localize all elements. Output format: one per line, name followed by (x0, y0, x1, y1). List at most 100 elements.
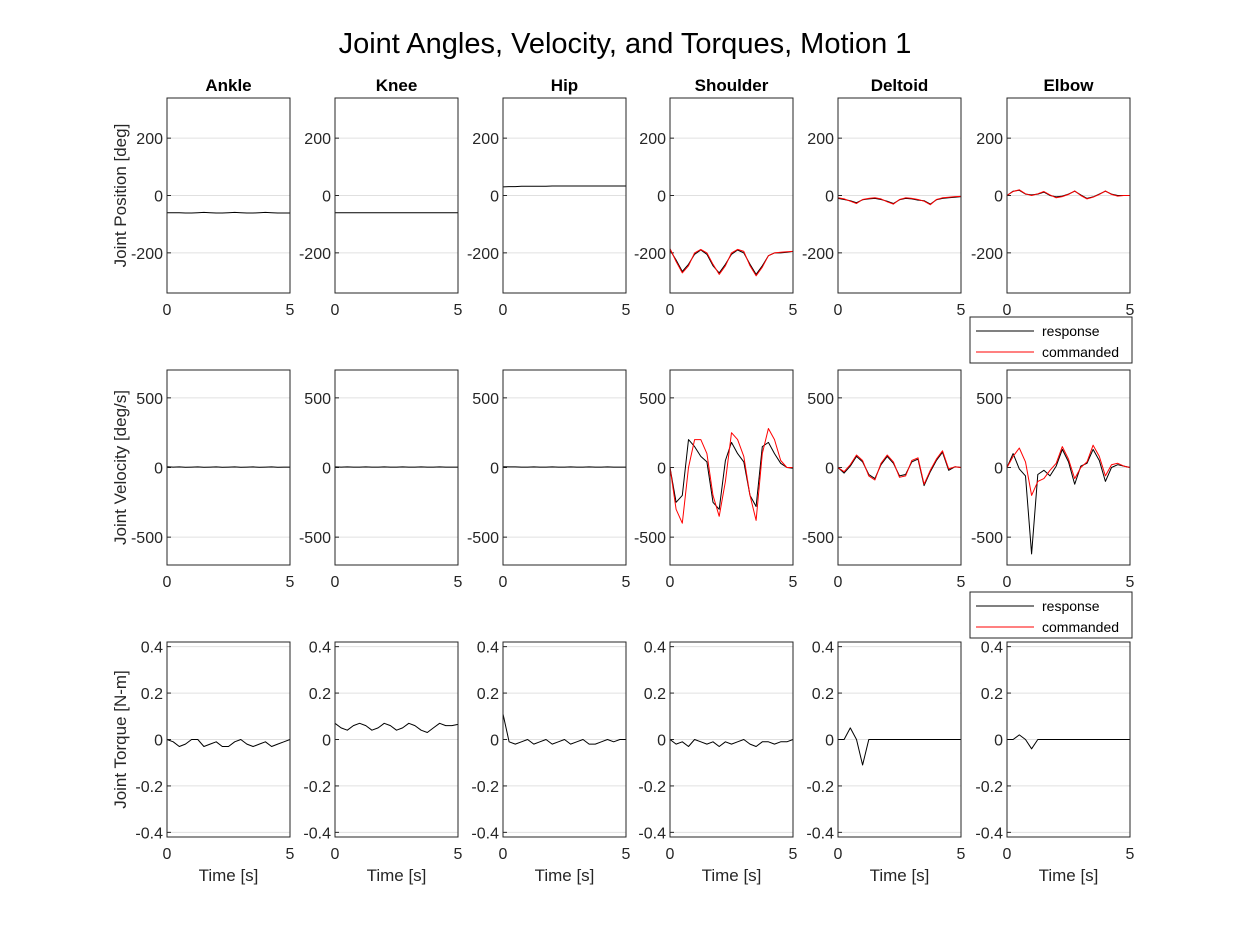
x-axis-label: Time [s] (535, 866, 595, 885)
y-tick-label: 0.2 (981, 686, 1003, 703)
series-line-commanded (837, 450, 962, 485)
axes-box (166, 641, 291, 838)
axes-box (334, 369, 459, 566)
series-line-response (669, 739, 794, 747)
y-tick-label: 0 (825, 461, 834, 478)
axes-box (502, 97, 627, 294)
panel-joint-position-deg-deltoid: Deltoid -200 0 200 0 5 (802, 76, 966, 319)
y-tick-label: 0 (657, 189, 666, 206)
x-tick-label: 0 (1003, 574, 1012, 591)
series-line-response (166, 739, 291, 747)
series-line-response (1007, 734, 1130, 750)
x-tick-label: 0 (834, 302, 843, 319)
x-tick-label: 5 (454, 302, 463, 319)
panel-joint-position-deg-ankle: Ankle -200 0 200 0 5 (131, 76, 295, 319)
axes-box (1006, 97, 1131, 294)
y-tick-label: 200 (807, 131, 834, 148)
y-tick-label: -200 (467, 246, 499, 263)
axes-box (669, 641, 794, 838)
panel-joint-torque-n-m-ankle: -0.4 -0.2 0 0.2 0.4 0 5 Time [s] (135, 640, 294, 885)
x-axis-label: Time [s] (702, 866, 762, 885)
legend-label-commanded: commanded (1042, 619, 1119, 635)
axes-box (166, 369, 291, 566)
series-line-response (669, 439, 794, 510)
x-tick-label: 5 (957, 574, 966, 591)
y-tick-label: 0 (490, 189, 499, 206)
series-line-commanded (669, 248, 794, 277)
y-tick-label: -0.2 (471, 779, 499, 796)
y-tick-label: 0 (154, 189, 163, 206)
legend-label-commanded: commanded (1042, 344, 1119, 360)
x-tick-label: 5 (622, 302, 631, 319)
x-tick-label: 5 (957, 846, 966, 863)
row-ylabel-0: Joint Position [deg] (111, 124, 130, 268)
y-tick-label: 0.2 (477, 686, 499, 703)
y-tick-label: 0.2 (812, 686, 834, 703)
x-tick-label: 0 (834, 574, 843, 591)
column-title-elbow: Elbow (1043, 76, 1094, 95)
y-tick-label: 0.4 (477, 640, 499, 657)
y-tick-label: -0.4 (471, 825, 499, 842)
x-tick-label: 5 (1126, 302, 1135, 319)
legend-1: response commanded (969, 316, 1133, 364)
y-tick-label: 0.4 (812, 640, 834, 657)
y-tick-label: 0 (154, 733, 163, 750)
y-tick-label: -0.2 (975, 779, 1003, 796)
y-tick-label: -0.2 (806, 779, 834, 796)
y-tick-label: 0.2 (141, 686, 163, 703)
axes-box (334, 641, 459, 838)
series-line-commanded (1006, 444, 1131, 496)
y-tick-label: 0 (994, 733, 1003, 750)
axes-box (502, 641, 627, 838)
series-line-commanded (1006, 189, 1130, 200)
panel-joint-velocity-deg-s-ankle: -500 0 500 0 5 (131, 369, 295, 591)
plot-grid: Joint Position [deg] Ankle -200 0 200 0 5 Knee -… (111, 76, 1135, 885)
x-tick-label: 0 (666, 302, 675, 319)
panel-joint-torque-n-m-elbow: -0.4 -0.2 0 0.2 0.4 0 5 Time [s] (975, 640, 1134, 885)
y-tick-label: -0.4 (135, 825, 163, 842)
series-line-response (837, 451, 962, 487)
x-tick-label: 0 (163, 574, 172, 591)
axes-box (837, 97, 962, 294)
series-line-response (334, 722, 459, 733)
y-tick-label: 0 (322, 189, 331, 206)
axes-box (334, 97, 459, 294)
y-tick-label: 0 (825, 189, 834, 206)
y-tick-label: -0.4 (975, 825, 1003, 842)
y-tick-label: 0.4 (644, 640, 666, 657)
y-tick-label: 200 (136, 131, 163, 148)
x-axis-label: Time [s] (367, 866, 427, 885)
x-tick-label: 0 (499, 302, 508, 319)
x-tick-label: 5 (454, 574, 463, 591)
axes-box (669, 369, 794, 566)
series-line-commanded (669, 428, 793, 524)
panel-joint-position-deg-knee: Knee -200 0 200 0 5 (299, 76, 463, 319)
column-title-deltoid: Deltoid (871, 76, 929, 95)
panel-joint-velocity-deg-s-elbow: -500 0 500 0 5 (971, 369, 1135, 591)
y-tick-label: -200 (634, 246, 666, 263)
y-tick-label: 200 (472, 131, 499, 148)
series-line-response (1006, 448, 1131, 555)
axes-box (1006, 641, 1131, 838)
y-tick-label: 0.2 (644, 686, 666, 703)
axes-box (1006, 369, 1131, 566)
y-tick-label: 0 (322, 733, 331, 750)
x-axis-label: Time [s] (1039, 866, 1099, 885)
x-tick-label: 5 (1126, 846, 1135, 863)
panel-joint-velocity-deg-s-knee: -500 0 500 0 5 (299, 369, 463, 591)
figure-title: Joint Angles, Velocity, and Torques, Mot… (339, 28, 912, 60)
column-title-knee: Knee (376, 76, 418, 95)
panel-joint-velocity-deg-s-shoulder: -500 0 500 0 5 (634, 369, 798, 591)
panel-joint-torque-n-m-shoulder: -0.4 -0.2 0 0.2 0.4 0 5 Time [s] (638, 640, 797, 885)
y-tick-label: -200 (802, 246, 834, 263)
x-tick-label: 0 (666, 846, 675, 863)
y-tick-label: 0 (154, 461, 163, 478)
y-tick-label: 0 (994, 461, 1003, 478)
x-tick-label: 5 (454, 846, 463, 863)
y-tick-label: -500 (467, 530, 499, 547)
x-tick-label: 0 (163, 846, 172, 863)
x-tick-label: 5 (789, 846, 798, 863)
y-tick-label: 0 (657, 733, 666, 750)
axes-box (837, 641, 962, 838)
